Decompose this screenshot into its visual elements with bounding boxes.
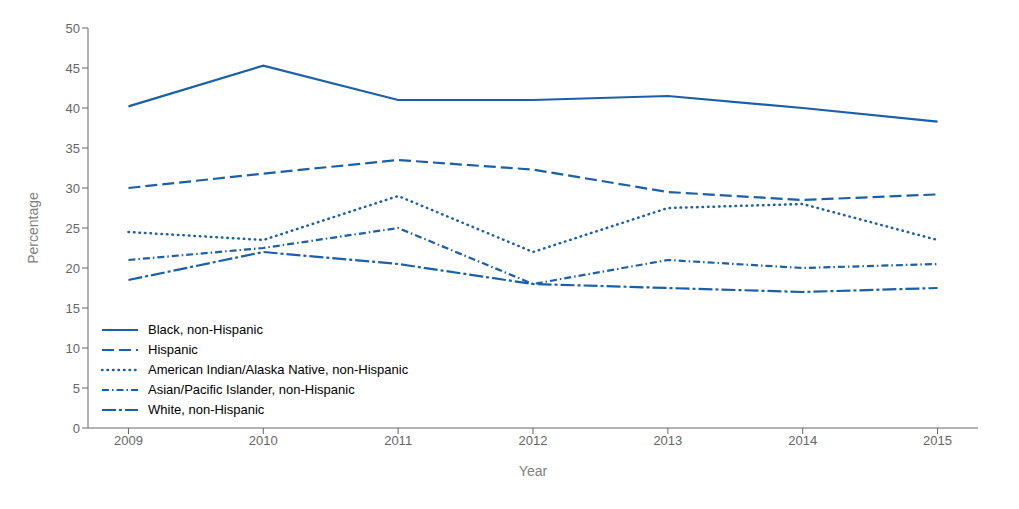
svg-text:2011: 2011	[384, 433, 412, 448]
svg-text:2014: 2014	[788, 433, 817, 448]
svg-text:0: 0	[73, 421, 80, 436]
svg-text:2015: 2015	[923, 433, 952, 448]
svg-text:2010: 2010	[249, 433, 278, 448]
html-text:White, non-Hispanic: White, non-Hispanic	[148, 402, 265, 417]
svg-text:30: 30	[66, 181, 80, 196]
svg-text:Percentage: Percentage	[25, 192, 41, 264]
svg-text:10: 10	[66, 341, 80, 356]
html-text:Asian/Pacific Islander, non-Hi: Asian/Pacific Islander, non-Hispanic	[148, 382, 355, 397]
svg-text:2009: 2009	[114, 433, 143, 448]
html-text:Black, non-Hispanic: Black, non-Hispanic	[148, 322, 263, 337]
html-text:Hispanic: Hispanic	[148, 342, 198, 357]
svg-text:2012: 2012	[519, 433, 548, 448]
svg-text:15: 15	[66, 301, 80, 316]
svg-text:40: 40	[66, 101, 80, 116]
svg-text:25: 25	[66, 221, 80, 236]
svg-text:45: 45	[66, 61, 80, 76]
svg-text:5: 5	[73, 381, 80, 396]
svg-text:35: 35	[66, 141, 80, 156]
svg-text:2013: 2013	[653, 433, 682, 448]
svg-text:20: 20	[66, 261, 80, 276]
svg-text:50: 50	[66, 21, 80, 36]
svg-text:Year: Year	[519, 463, 548, 479]
html-text:American Indian/Alaska Native,: American Indian/Alaska Native, non-Hispa…	[148, 362, 409, 377]
